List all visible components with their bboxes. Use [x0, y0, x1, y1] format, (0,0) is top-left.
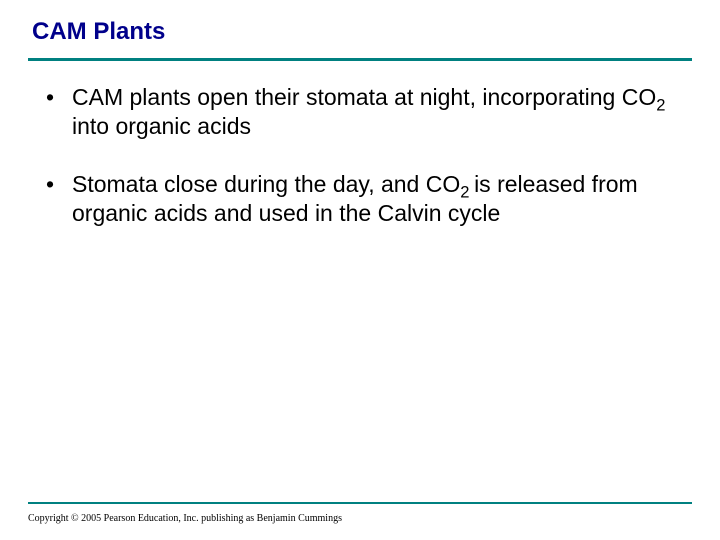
- bullet-text-pre: CAM plants open their stomata at night, …: [72, 84, 656, 110]
- list-item: CAM plants open their stomata at night, …: [46, 83, 692, 142]
- bullet-list: CAM plants open their stomata at night, …: [28, 83, 692, 229]
- footer-rule: [28, 502, 692, 504]
- list-item: Stomata close during the day, and CO2 is…: [46, 170, 692, 229]
- slide-container: CAM Plants CAM plants open their stomata…: [0, 0, 720, 540]
- subscript: 2: [656, 96, 665, 115]
- bullet-text-pre: Stomata close during the day, and CO: [72, 171, 460, 197]
- subscript: 2: [460, 182, 474, 201]
- copyright-text: Copyright © 2005 Pearson Education, Inc.…: [28, 513, 342, 524]
- title-rule: [28, 58, 692, 61]
- page-title: CAM Plants: [28, 18, 692, 46]
- bullet-text-post: into organic acids: [72, 113, 251, 139]
